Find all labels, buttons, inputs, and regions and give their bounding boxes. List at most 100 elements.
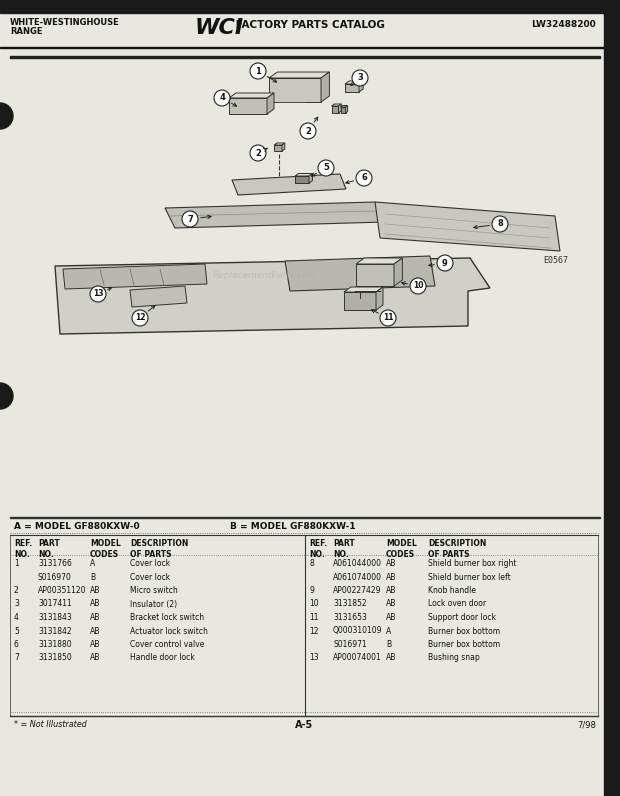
Text: DESCRIPTION
OF PARTS: DESCRIPTION OF PARTS [428,539,486,559]
Polygon shape [229,93,274,98]
Text: 5: 5 [14,626,19,635]
Circle shape [380,310,396,326]
Polygon shape [345,81,363,84]
Text: A-5: A-5 [295,720,313,730]
Text: S016971: S016971 [333,640,367,649]
Text: 3131766: 3131766 [38,559,72,568]
Text: 12: 12 [135,314,145,322]
Polygon shape [356,264,394,286]
Polygon shape [332,104,341,106]
Circle shape [0,103,13,129]
Polygon shape [130,286,187,307]
Polygon shape [321,72,329,102]
Polygon shape [274,145,282,151]
Text: REF.
NO.: REF. NO. [14,539,32,559]
Polygon shape [309,174,312,183]
Text: PART
NO.: PART NO. [38,539,60,559]
Text: ReplacementParts.com: ReplacementParts.com [213,271,317,280]
Text: FACTORY PARTS CATALOG: FACTORY PARTS CATALOG [232,20,385,30]
Text: REF.
NO.: REF. NO. [309,539,327,559]
Text: WCI: WCI [195,18,244,38]
Circle shape [492,216,508,232]
Text: AB: AB [90,640,100,649]
Text: AP00227429: AP00227429 [333,586,381,595]
Circle shape [90,286,106,302]
Text: 7/98: 7/98 [577,720,596,729]
Polygon shape [339,104,341,113]
Bar [0,13,604,46]
Circle shape [250,63,266,79]
Text: 3131880: 3131880 [38,640,72,649]
Text: 8: 8 [309,559,314,568]
Polygon shape [269,72,329,78]
Text: 7: 7 [187,214,193,224]
Text: 3: 3 [14,599,19,608]
Polygon shape [359,81,363,92]
Text: 3017411: 3017411 [38,599,72,608]
Bar [0,0,620,13]
Text: AP00351120: AP00351120 [38,586,87,595]
Text: AB: AB [386,654,396,662]
Text: MODEL
CODES: MODEL CODES [90,539,121,559]
Text: 3: 3 [357,73,363,83]
Circle shape [410,278,426,294]
Text: 11: 11 [309,613,319,622]
Bar [604,0,620,796]
Polygon shape [394,258,402,286]
Text: RANGE: RANGE [10,27,43,36]
Circle shape [437,255,453,271]
Text: AB: AB [90,654,100,662]
Text: AB: AB [90,586,100,595]
Text: 9: 9 [309,586,314,595]
Text: 4: 4 [14,613,19,622]
Bar [10,517,600,518]
Text: Micro switch: Micro switch [130,586,178,595]
Circle shape [214,90,230,106]
Text: 3131842: 3131842 [38,626,72,635]
Text: 3131850: 3131850 [38,654,72,662]
Text: Insulator (2): Insulator (2) [130,599,177,608]
Polygon shape [285,256,435,291]
Polygon shape [356,258,402,264]
Polygon shape [282,143,285,151]
Circle shape [132,310,148,326]
Text: A = MODEL GF880KXW-0: A = MODEL GF880KXW-0 [14,522,140,531]
Circle shape [356,170,372,186]
Text: * = Not Illustrated: * = Not Illustrated [14,720,87,729]
Polygon shape [295,174,312,176]
Text: AB: AB [90,599,100,608]
Bar [0,48,604,516]
Text: 3131843: 3131843 [38,613,72,622]
Text: 8: 8 [497,220,503,228]
Text: AB: AB [90,626,100,635]
Polygon shape [267,93,274,114]
Text: Cover lock: Cover lock [130,559,170,568]
Text: Handle door lock: Handle door lock [130,654,195,662]
Text: 6: 6 [361,174,367,182]
Text: Burner box bottom: Burner box bottom [428,640,500,649]
Circle shape [0,383,13,409]
Circle shape [352,70,368,86]
Text: A061074000: A061074000 [333,572,382,582]
Polygon shape [344,287,383,292]
Text: A: A [386,626,391,635]
Text: Bushing snap: Bushing snap [428,654,480,662]
Text: 1: 1 [255,67,261,76]
Text: Knob handle: Knob handle [428,586,476,595]
Circle shape [182,211,198,227]
Text: 4: 4 [219,93,225,103]
Text: LW32488200: LW32488200 [531,20,596,29]
Text: Actuator lock switch: Actuator lock switch [130,626,208,635]
Text: AB: AB [386,586,396,595]
Circle shape [250,145,266,161]
Text: AB: AB [386,613,396,622]
Bar [0,46,604,48]
Circle shape [318,160,334,176]
Polygon shape [345,84,359,92]
Text: 13: 13 [309,654,319,662]
Text: Cover control valve: Cover control valve [130,640,205,649]
Polygon shape [165,202,385,228]
Polygon shape [232,174,346,195]
Text: 3131852: 3131852 [333,599,366,608]
Text: B: B [386,640,391,649]
